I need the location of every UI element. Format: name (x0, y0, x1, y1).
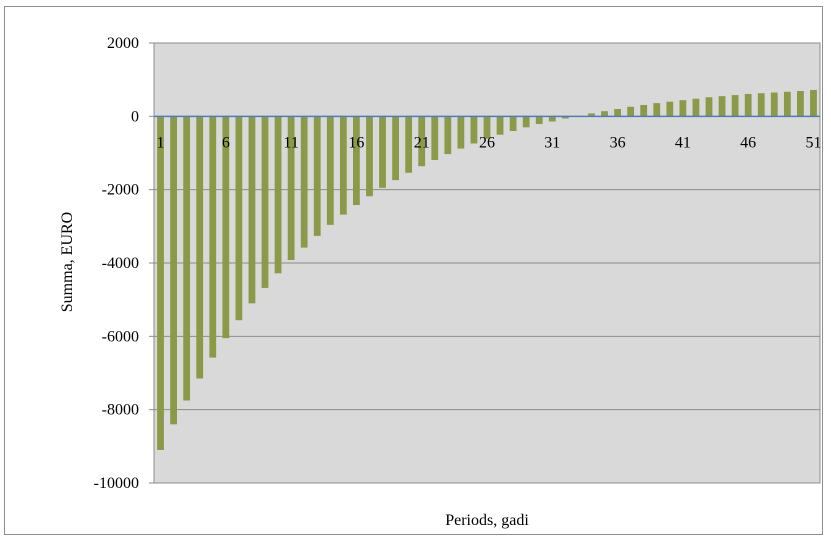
x-tick-label: 1 (157, 134, 165, 151)
bar (326, 116, 334, 225)
bar (313, 116, 321, 236)
y-axis-title: Summa, EURO (59, 212, 76, 312)
bar (653, 103, 661, 117)
bar (287, 116, 295, 261)
bar (810, 89, 817, 117)
bar (770, 92, 778, 117)
y-tick-label: 2000 (107, 35, 139, 52)
bar (222, 116, 230, 339)
bar (588, 113, 595, 117)
bar (483, 116, 491, 139)
bar (692, 98, 700, 117)
bar (561, 116, 569, 119)
bar (274, 116, 282, 274)
bar (457, 116, 465, 149)
x-tick-label: 46 (740, 134, 756, 151)
bar (509, 116, 517, 131)
x-axis-ticks: 1 6 11 16 21 26 31 36 41 46 51 (157, 134, 822, 151)
bar (300, 116, 308, 248)
x-tick-label: 51 (805, 134, 821, 151)
bar (496, 116, 504, 135)
bar (261, 116, 269, 288)
bars (157, 89, 817, 450)
bar (627, 106, 635, 117)
bar (548, 116, 556, 122)
bar (379, 116, 386, 188)
bar (535, 116, 543, 125)
x-tick-label: 16 (348, 134, 364, 151)
y-tick-label: -4000 (102, 255, 139, 272)
x-tick-label: 26 (479, 134, 495, 151)
x-tick-label: 36 (610, 134, 626, 151)
bar (366, 116, 373, 197)
y-tick-label: 0 (131, 108, 139, 125)
bar (718, 96, 726, 117)
bar (601, 111, 608, 117)
bar (235, 116, 243, 321)
y-tick-label: -8000 (102, 402, 139, 419)
bar (666, 101, 674, 117)
bar (679, 100, 687, 117)
bar (196, 116, 204, 379)
bar (614, 109, 621, 117)
bar (431, 116, 439, 160)
bar (783, 91, 791, 117)
bar (470, 116, 478, 144)
x-tick-label: 31 (544, 134, 560, 151)
y-tick-label: -6000 (102, 328, 139, 345)
bar (522, 116, 530, 128)
x-tick-label: 6 (222, 134, 230, 151)
x-tick-label: 21 (414, 134, 430, 151)
bar (757, 93, 765, 117)
bar (797, 91, 804, 117)
bar (157, 116, 164, 450)
bar (418, 116, 426, 167)
bar (744, 93, 752, 117)
bar (392, 116, 399, 181)
y-tick-label: -2000 (102, 182, 139, 199)
bar (339, 116, 347, 215)
bar (248, 116, 256, 304)
bar (444, 116, 452, 155)
y-tick-label: -10000 (94, 475, 139, 492)
x-axis-title: Periods, gadi (445, 512, 529, 529)
bar (405, 116, 413, 173)
bar (353, 116, 360, 206)
bar (731, 95, 739, 117)
x-tick-label: 11 (283, 134, 298, 151)
bar (640, 104, 648, 117)
bar (183, 116, 191, 401)
x-tick-label: 41 (675, 134, 691, 151)
bar (170, 116, 177, 425)
bar (209, 116, 217, 358)
y-axis-ticks: 2000 0 -2000 -4000 -6000 -8000 -10000 (94, 35, 154, 492)
bar (705, 97, 713, 117)
